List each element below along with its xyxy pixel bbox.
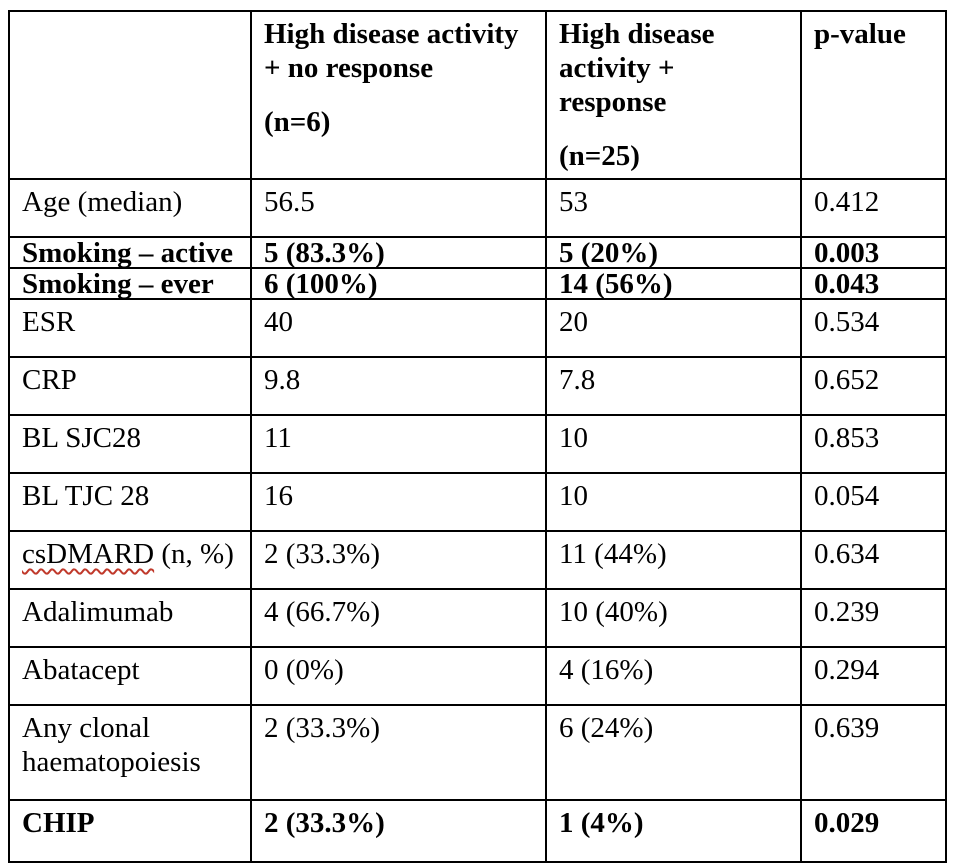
row-label-cell: ESR bbox=[8, 298, 252, 358]
row-label-cell: BL TJC 28 bbox=[8, 472, 252, 532]
disease-activity-comparison-table: High disease activity + no response (n=6… bbox=[8, 10, 947, 863]
response-value-cell: 5 (20%) bbox=[545, 236, 802, 269]
header-no-response-title: High disease activity + no response bbox=[264, 18, 519, 84]
row-label-cell: Abatacept bbox=[8, 646, 252, 706]
no-response-value-cell: 9.8 bbox=[250, 356, 547, 416]
p-value-cell: 0.294 bbox=[800, 646, 947, 706]
no-response-value-cell: 16 bbox=[250, 472, 547, 532]
header-no-response-cell: High disease activity + no response (n=6… bbox=[250, 10, 547, 180]
response-value-cell: 14 (56%) bbox=[545, 267, 802, 300]
no-response-value-cell: 2 (33.3%) bbox=[250, 530, 547, 590]
p-value-cell: 0.003 bbox=[800, 236, 947, 269]
response-value-cell: 10 bbox=[545, 472, 802, 532]
table-row: Smoking – active 5 (83.3%) 5 (20%) 0.003 bbox=[8, 236, 947, 269]
row-label-cell: Any clonal haematopoiesis bbox=[8, 704, 252, 801]
row-label-cell: CRP bbox=[8, 356, 252, 416]
response-value-cell: 10 (40%) bbox=[545, 588, 802, 648]
no-response-value-cell: 0 (0%) bbox=[250, 646, 547, 706]
table-row: Smoking – ever 6 (100%) 14 (56%) 0.043 bbox=[8, 267, 947, 300]
p-value-cell: 0.239 bbox=[800, 588, 947, 648]
no-response-value-cell: 4 (66.7%) bbox=[250, 588, 547, 648]
p-value-cell: 0.043 bbox=[800, 267, 947, 300]
header-p-value-cell: p-value bbox=[800, 10, 947, 180]
header-empty-cell bbox=[8, 10, 252, 180]
no-response-value-cell: 56.5 bbox=[250, 178, 547, 238]
table-row: Abatacept 0 (0%) 4 (16%) 0.294 bbox=[8, 646, 947, 706]
no-response-value-cell: 11 bbox=[250, 414, 547, 474]
table-row: Age (median) 56.5 53 0.412 bbox=[8, 178, 947, 238]
row-label-cell: Smoking – ever bbox=[8, 267, 252, 300]
table-row: Adalimumab 4 (66.7%) 10 (40%) 0.239 bbox=[8, 588, 947, 648]
p-value-cell: 0.029 bbox=[800, 799, 947, 863]
header-response-title: High disease activity + response bbox=[559, 18, 715, 118]
no-response-value-cell: 40 bbox=[250, 298, 547, 358]
response-value-cell: 7.8 bbox=[545, 356, 802, 416]
p-value-cell: 0.639 bbox=[800, 704, 947, 801]
table-row: CRP 9.8 7.8 0.652 bbox=[8, 356, 947, 416]
response-value-cell: 6 (24%) bbox=[545, 704, 802, 801]
header-no-response-count: (n=6) bbox=[264, 106, 331, 138]
response-value-cell: 53 bbox=[545, 178, 802, 238]
table-row: ESR 40 20 0.534 bbox=[8, 298, 947, 358]
header-response-count: (n=25) bbox=[559, 140, 640, 172]
header-response-cell: High disease activity + response (n=25) bbox=[545, 10, 802, 180]
row-label-cell: BL SJC28 bbox=[8, 414, 252, 474]
response-value-cell: 20 bbox=[545, 298, 802, 358]
response-value-cell: 11 (44%) bbox=[545, 530, 802, 590]
header-p-value-title: p-value bbox=[814, 18, 906, 50]
no-response-value-cell: 2 (33.3%) bbox=[250, 799, 547, 863]
row-label-cell: CHIP bbox=[8, 799, 252, 863]
table-row: csDMARD (n, %) 2 (33.3%) 11 (44%) 0.634 bbox=[8, 530, 947, 590]
no-response-value-cell: 5 (83.3%) bbox=[250, 236, 547, 269]
table-row: Any clonal haematopoiesis 2 (33.3%) 6 (24%… bbox=[8, 704, 947, 801]
table-body: Age (median) 56.5 53 0.412 Smoking – active 5… bbox=[8, 178, 947, 863]
response-value-cell: 10 bbox=[545, 414, 802, 474]
p-value-cell: 0.412 bbox=[800, 178, 947, 238]
table-row: BL SJC28 11 10 0.853 bbox=[8, 414, 947, 474]
p-value-cell: 0.054 bbox=[800, 472, 947, 532]
p-value-cell: 0.634 bbox=[800, 530, 947, 590]
p-value-cell: 0.853 bbox=[800, 414, 947, 474]
row-label-cell: Age (median) bbox=[8, 178, 252, 238]
no-response-value-cell: 6 (100%) bbox=[250, 267, 547, 300]
response-value-cell: 4 (16%) bbox=[545, 646, 802, 706]
header-row: High disease activity + no response (n=6… bbox=[8, 10, 947, 180]
table-row: BL TJC 28 16 10 0.054 bbox=[8, 472, 947, 532]
misspelled-word: csDMARD bbox=[22, 538, 155, 570]
p-value-cell: 0.534 bbox=[800, 298, 947, 358]
table-row: CHIP 2 (33.3%) 1 (4%) 0.029 bbox=[8, 799, 947, 863]
response-value-cell: 1 (4%) bbox=[545, 799, 802, 863]
p-value-cell: 0.652 bbox=[800, 356, 947, 416]
row-label-cell: Smoking – active bbox=[8, 236, 252, 269]
no-response-value-cell: 2 (33.3%) bbox=[250, 704, 547, 801]
row-label-cell: Adalimumab bbox=[8, 588, 252, 648]
row-label-cell: csDMARD (n, %) bbox=[8, 530, 252, 590]
